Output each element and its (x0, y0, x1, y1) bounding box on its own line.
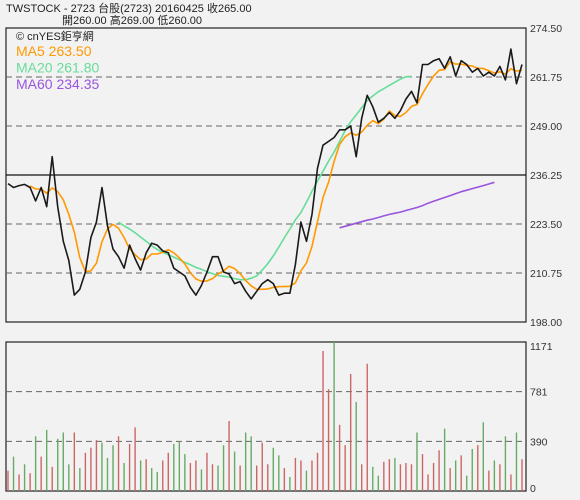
header-line-1: TWSTOCK - 2723 台股(2723) 20160425 收265.00 (6, 1, 252, 15)
price-series (7, 48, 523, 300)
price-axis-ticks: 274.50 261.75 249.00 236.25 223.50 210.75 198.… (530, 23, 562, 329)
price-tick-label: 249.00 (530, 121, 562, 133)
volume-grid (6, 391, 526, 442)
series-line-ma60 (339, 181, 495, 229)
volume-tick-label: 781 (530, 387, 548, 399)
legend-entry: MA20 261.80 (16, 60, 99, 76)
volume-tick-label: 1171 (530, 341, 553, 353)
header-line-2: 開260.00 高269.00 低260.00 (62, 13, 202, 27)
price-grid (6, 76, 526, 274)
brand-label: © cnYES鉅亨網 (16, 29, 94, 43)
series-line-price (7, 48, 523, 300)
price-tick-label: 261.75 (530, 72, 562, 84)
price-tick-label: 236.25 (530, 170, 562, 182)
volume-axis-ticks: 1171 781 390 0 (530, 341, 553, 495)
price-tick-label: 198.00 (530, 317, 562, 329)
series-line-ma20 (118, 75, 412, 281)
price-tick-label: 210.75 (530, 268, 562, 280)
legend-entry: MA60 234.35 (16, 76, 99, 92)
legend-entry: MA5 263.50 (16, 43, 92, 59)
volume-tick-label: 0 (530, 483, 536, 495)
volume-panel-frame (5, 341, 527, 492)
volume-tick-label: 390 (530, 436, 548, 448)
volume-bars (7, 342, 523, 491)
price-tick-label: 223.50 (530, 219, 562, 231)
series-line-ma5 (29, 61, 523, 291)
price-tick-label: 274.50 (530, 23, 562, 35)
